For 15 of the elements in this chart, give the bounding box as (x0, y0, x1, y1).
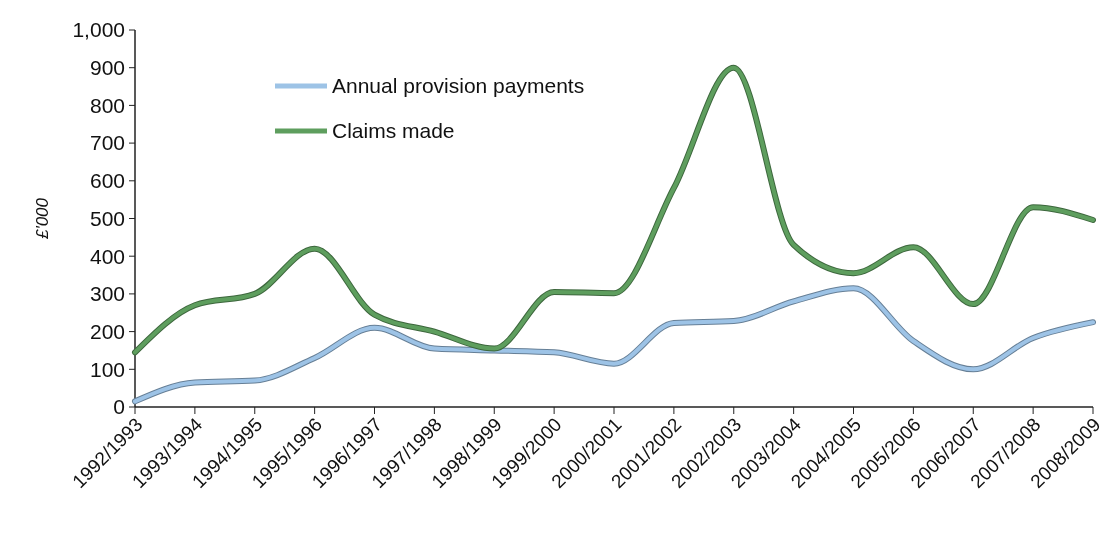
legend-label: Claims made (332, 119, 455, 143)
y-tick-label: 900 (89, 56, 125, 80)
y-tick-label: 500 (89, 206, 125, 230)
y-tick-label: 700 (89, 131, 125, 155)
y-tick-label: 600 (89, 169, 125, 193)
legend-label: Annual provision payments (332, 74, 585, 98)
line-series (132, 64, 1096, 356)
y-tick-label: 800 (89, 93, 125, 117)
y-tick-label: 0 (113, 395, 125, 419)
y-tick-label: 100 (89, 357, 125, 381)
y-tick-label: 200 (89, 319, 125, 343)
y-tick-label: 400 (89, 244, 125, 268)
y-tick-label: 300 (89, 282, 125, 306)
y-axis-title: £'000 (33, 197, 52, 241)
y-tick-label: 1,000 (72, 18, 125, 42)
